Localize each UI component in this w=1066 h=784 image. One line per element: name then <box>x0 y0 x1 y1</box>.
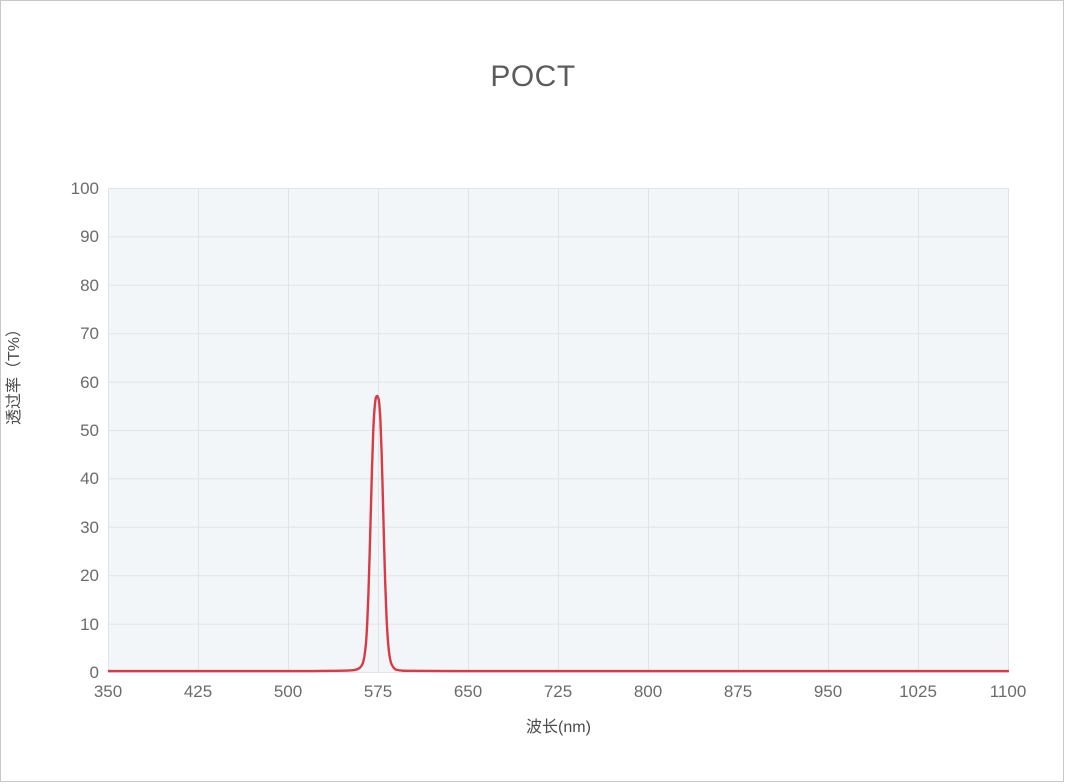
x-tick-label: 425 <box>183 682 213 701</box>
y-tick-label: 60 <box>80 372 99 392</box>
y-tick-label: 80 <box>80 275 99 295</box>
y-tick-label: 30 <box>80 517 99 537</box>
x-tick-label: 575 <box>363 682 393 701</box>
y-tick-label: 40 <box>80 469 99 489</box>
y-axis-ticks: 0 10 20 30 40 50 60 70 80 90 100 <box>21 1 99 783</box>
x-tick-label: 1025 <box>899 682 937 701</box>
y-tick-label: 10 <box>80 614 99 634</box>
y-tick-label: 50 <box>80 421 99 440</box>
x-tick-label: 500 <box>273 682 303 701</box>
x-tick-label: 725 <box>543 682 573 701</box>
y-tick-label: 20 <box>80 566 99 586</box>
y-tick-label: 90 <box>80 227 99 247</box>
plot-svg <box>108 188 1009 673</box>
x-tick-label: 650 <box>453 682 483 701</box>
x-tick-label: 875 <box>723 682 753 701</box>
page-title: POCT <box>490 60 576 93</box>
gridlines <box>108 188 1009 673</box>
y-axis-label: 透过率（T%） <box>6 321 23 426</box>
plot-area <box>108 188 1009 673</box>
data-series-line <box>108 394 1009 673</box>
y-tick-label: 70 <box>80 324 99 344</box>
x-tick-label: 1100 <box>989 682 1027 701</box>
x-tick-label: 800 <box>633 682 663 701</box>
x-tick-label: 950 <box>813 682 843 701</box>
x-tick-label: 350 <box>93 682 123 701</box>
x-axis-label: 波长(nm) <box>526 719 591 736</box>
y-tick-label: 100 <box>70 179 99 198</box>
y-tick-label: 0 <box>89 663 99 682</box>
